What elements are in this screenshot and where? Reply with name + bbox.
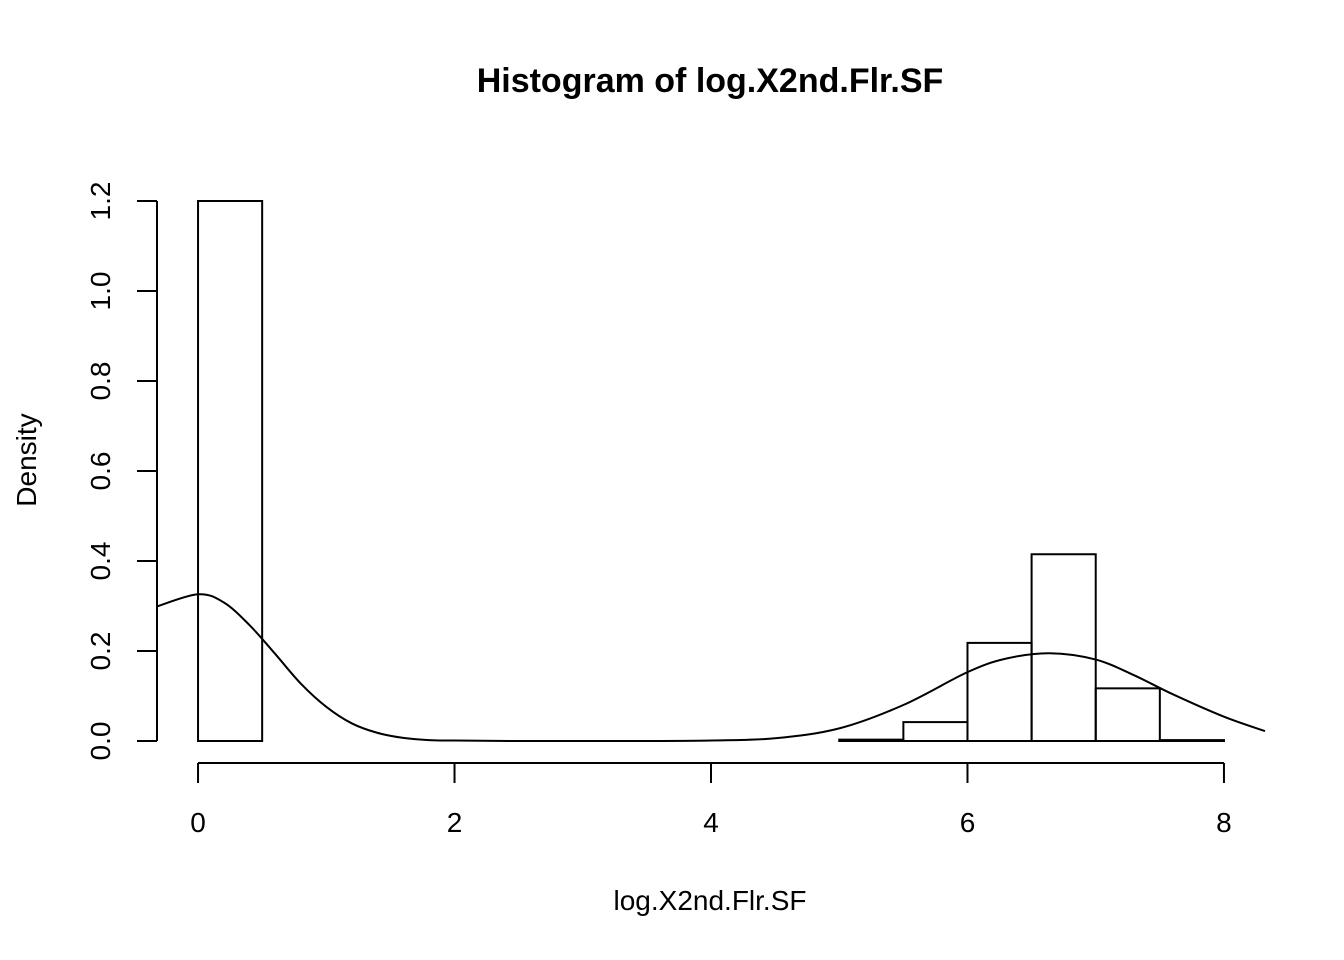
x-axis: 0 2 4 6 8 (190, 762, 1232, 838)
density-curve-group (156, 593, 1266, 743)
y-tick-label: 0.6 (85, 452, 116, 491)
histogram-bar (902, 721, 969, 742)
y-tick-label: 1.0 (85, 272, 116, 311)
y-tick-label: 0.8 (85, 362, 116, 401)
y-axis: 0.0 0.2 0.4 0.6 0.8 1.0 1.2 (85, 182, 158, 761)
histogram-bar (966, 641, 1033, 743)
histogram-bar (1030, 553, 1097, 742)
histogram-bar (838, 738, 905, 743)
x-tick-label: 0 (190, 807, 206, 838)
x-tick-label: 2 (447, 807, 463, 838)
histogram-bar (1158, 739, 1225, 742)
y-tick-label: 0.2 (85, 632, 116, 671)
y-tick-label: 0.4 (85, 542, 116, 581)
x-tick-label: 6 (960, 807, 976, 838)
y-axis-label: Density (11, 413, 42, 506)
histogram-bars (197, 200, 1225, 743)
density-curve (156, 593, 1266, 743)
chart-title: Histogram of log.X2nd.Flr.SF (477, 62, 944, 100)
x-tick-label: 4 (703, 807, 719, 838)
y-tick-label: 1.2 (85, 182, 116, 221)
y-tick-label: 0.0 (85, 722, 116, 761)
histogram-bar (197, 200, 264, 742)
histogram-bar (1094, 687, 1161, 742)
x-axis-label: log.X2nd.Flr.SF (614, 885, 807, 916)
x-tick-label: 8 (1216, 807, 1232, 838)
